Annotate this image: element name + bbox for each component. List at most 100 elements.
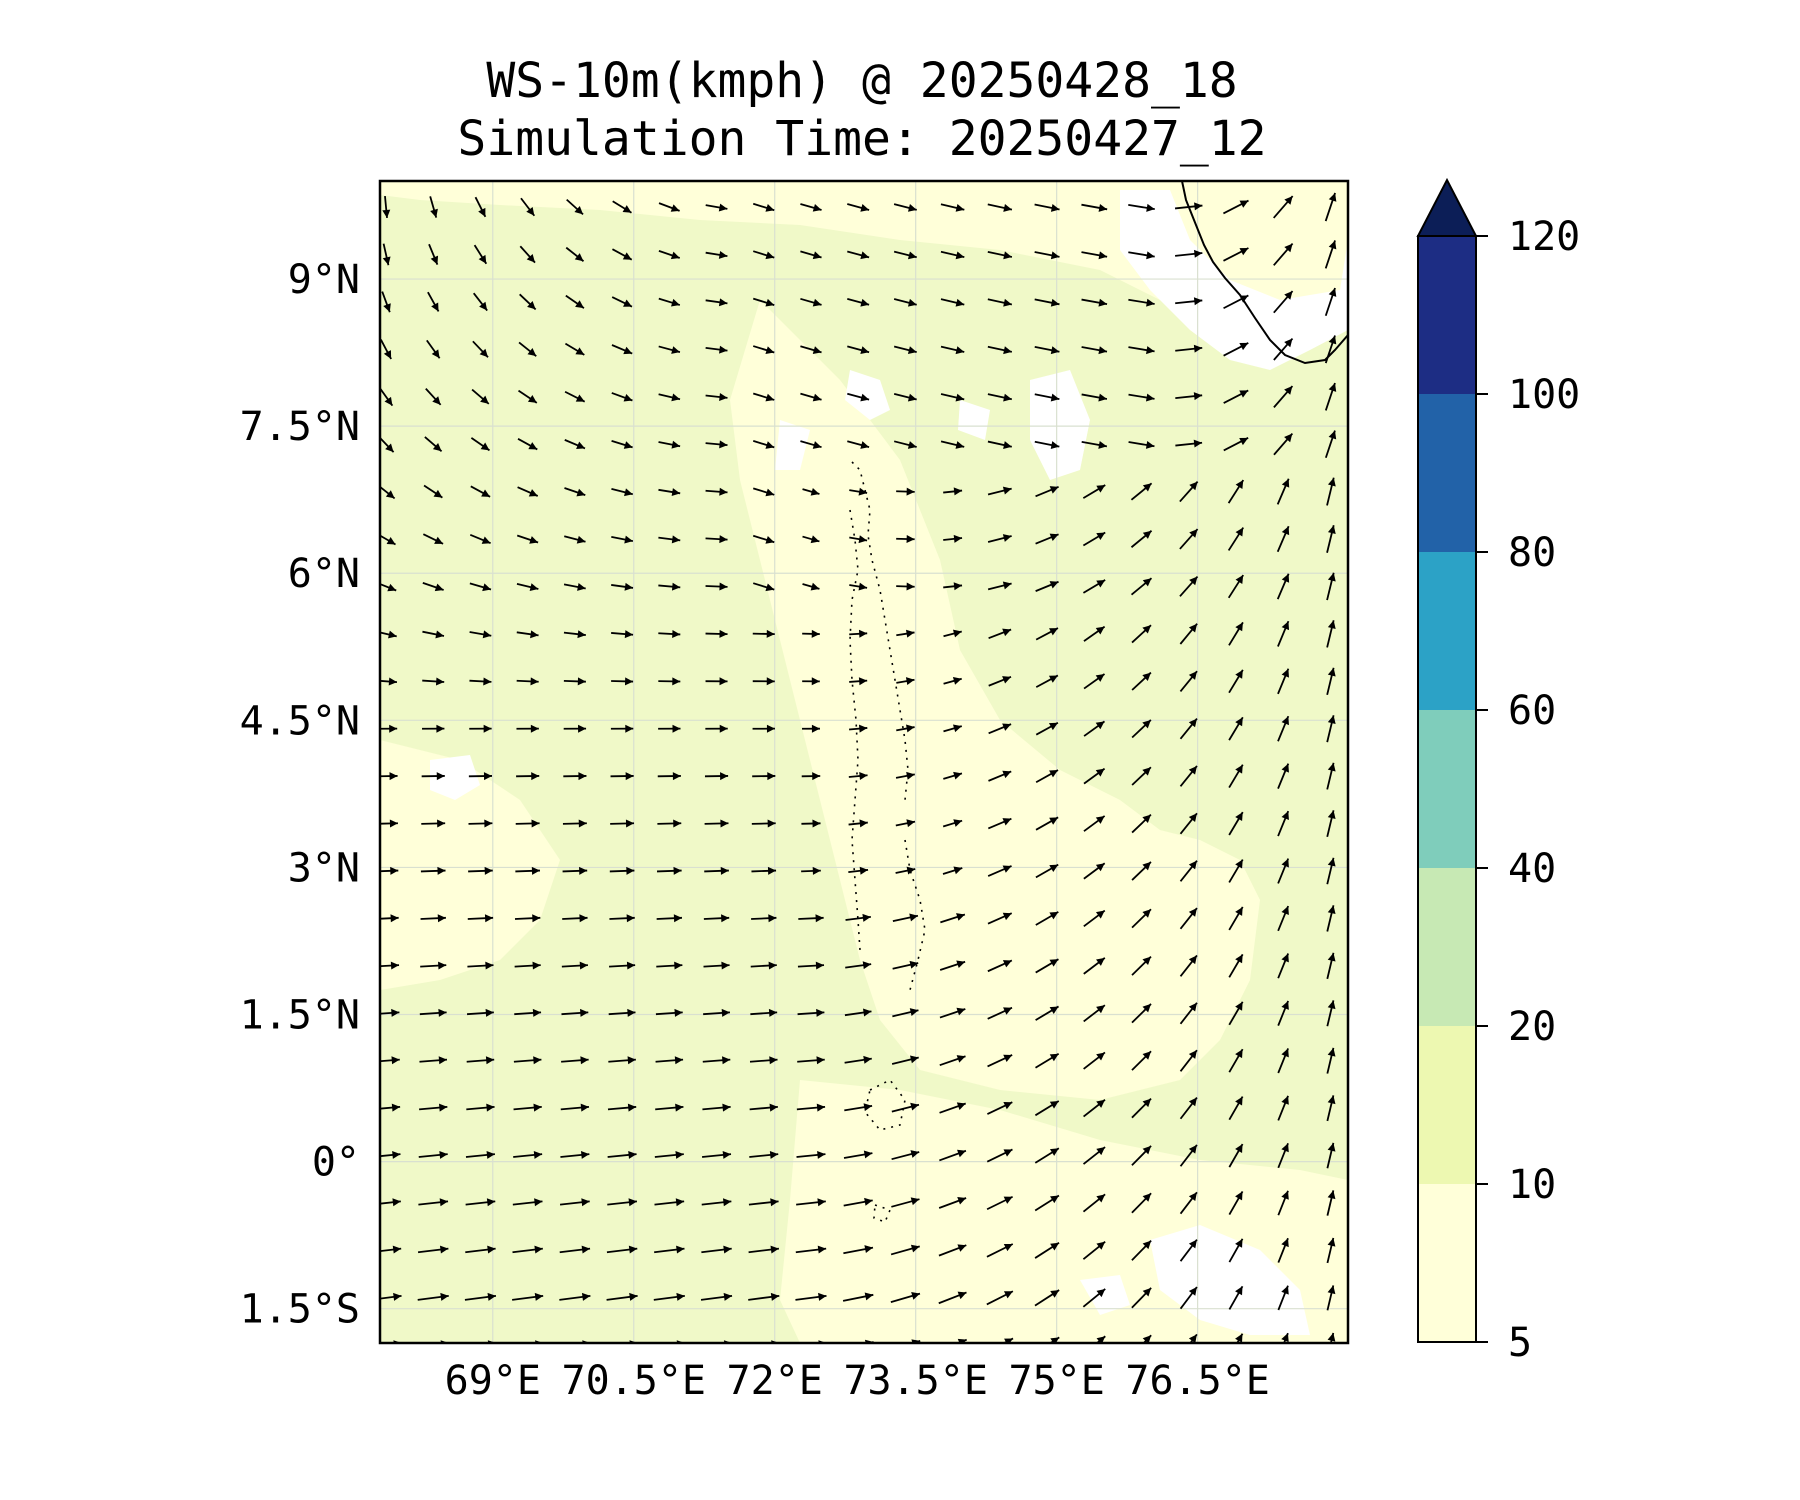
wind-arrow bbox=[847, 298, 870, 307]
wind-arrow bbox=[800, 392, 822, 402]
wind-arrow bbox=[749, 1056, 778, 1065]
wind-arrow bbox=[1273, 242, 1294, 266]
wind-arrow bbox=[1326, 620, 1336, 648]
wind-arrow bbox=[849, 582, 868, 591]
wind-arrow bbox=[1083, 673, 1106, 690]
wind-arrow bbox=[1223, 437, 1249, 452]
wind-arrow bbox=[940, 393, 965, 402]
wind-arrow bbox=[703, 961, 730, 970]
calm-region-north bbox=[380, 181, 1348, 330]
wind-arrow bbox=[380, 630, 397, 639]
wind-arrow bbox=[1324, 382, 1337, 411]
wind-arrow bbox=[421, 772, 445, 781]
wind-arrow bbox=[802, 629, 820, 638]
colorbar-frame bbox=[1417, 235, 1477, 1343]
wind-arrow bbox=[1131, 1192, 1152, 1214]
wind-arrow bbox=[516, 677, 539, 686]
wind-arrow bbox=[607, 1150, 637, 1159]
wind-arrow bbox=[1082, 1240, 1106, 1260]
wind-arrow bbox=[657, 772, 681, 781]
wind-arrow bbox=[893, 345, 917, 355]
wind-arrow bbox=[940, 250, 965, 260]
wind-arrow bbox=[1131, 861, 1152, 881]
wind-arrow bbox=[1034, 1242, 1060, 1259]
wind-arrow bbox=[848, 772, 868, 780]
wind-arrow bbox=[564, 439, 586, 450]
wind-arrow bbox=[1128, 441, 1155, 449]
wind-arrow bbox=[418, 1150, 448, 1159]
map-frame bbox=[378, 179, 1350, 1345]
wind-arrow bbox=[1227, 574, 1244, 599]
colorbar-segment-1 bbox=[1418, 1026, 1476, 1184]
wind-arrow bbox=[896, 677, 915, 686]
colorbar-segment-0 bbox=[1418, 1184, 1476, 1342]
wind-arrow bbox=[1034, 1147, 1060, 1164]
wind-arrow bbox=[611, 488, 633, 497]
wind-arrow bbox=[801, 772, 821, 781]
wind-arrow bbox=[1326, 762, 1336, 790]
wind-arrow bbox=[893, 203, 917, 212]
calm-zone-north-1 bbox=[1030, 370, 1090, 480]
wind-arrow bbox=[1131, 671, 1152, 691]
wind-arrow bbox=[1228, 621, 1244, 646]
wind-arrow bbox=[943, 724, 963, 733]
wind-arrow bbox=[845, 961, 872, 970]
wind-arrow bbox=[1277, 620, 1290, 647]
wind-arrow bbox=[1179, 812, 1198, 835]
wind-arrow bbox=[468, 866, 493, 875]
wind-arrow bbox=[1273, 290, 1294, 314]
wind-arrow bbox=[608, 1056, 636, 1065]
wind-arrow bbox=[796, 1150, 826, 1159]
lat-tick-label-6: 0° bbox=[312, 1140, 360, 1186]
wind-arrow bbox=[611, 392, 633, 402]
wind-arrow bbox=[513, 1150, 543, 1159]
wind-arrow bbox=[891, 1150, 920, 1161]
wind-arrow bbox=[563, 724, 587, 733]
wind-arrow bbox=[802, 677, 820, 686]
wind-arrow bbox=[1034, 1194, 1060, 1212]
wind-arrow bbox=[1035, 1005, 1060, 1021]
wind-arrow bbox=[380, 387, 394, 407]
wind-arrow bbox=[1228, 1190, 1244, 1216]
wind-arrow bbox=[751, 914, 777, 923]
wind-arrow bbox=[988, 723, 1012, 735]
wind-arrow bbox=[658, 393, 681, 402]
wind-arrow bbox=[1128, 393, 1155, 402]
wind-arrow bbox=[891, 1102, 920, 1113]
lat-tick-label-0: 9°N bbox=[288, 257, 360, 303]
wind-arrow bbox=[1035, 627, 1059, 641]
wind-arrow bbox=[464, 1292, 497, 1301]
wind-arrow bbox=[849, 724, 868, 733]
wind-arrow bbox=[705, 440, 728, 449]
wind-arrow bbox=[1131, 766, 1152, 786]
wind-arrow bbox=[987, 393, 1012, 402]
wind-arrow bbox=[465, 1198, 496, 1207]
wind-arrow bbox=[1083, 625, 1106, 642]
wind-arrow bbox=[752, 392, 775, 402]
wind-arrow bbox=[986, 1290, 1014, 1306]
wind-arrow bbox=[942, 819, 963, 828]
wind-arrow bbox=[1179, 765, 1198, 787]
wind-arrow bbox=[844, 1103, 873, 1112]
wind-arrow bbox=[380, 1198, 401, 1207]
wind-arrow bbox=[562, 914, 588, 923]
wind-arrow bbox=[943, 534, 963, 543]
wind-arrow bbox=[752, 772, 776, 781]
wind-arrow bbox=[608, 1008, 636, 1017]
wind-arrow bbox=[1131, 1097, 1152, 1119]
wind-arrow bbox=[658, 724, 681, 733]
wind-arrow bbox=[1128, 203, 1155, 212]
wind-arrow bbox=[380, 339, 392, 360]
wind-arrow bbox=[800, 250, 822, 260]
wind-arrow bbox=[1174, 202, 1203, 211]
wind-arrow bbox=[417, 1292, 449, 1301]
wind-arrow bbox=[1273, 337, 1294, 361]
wind-arrow bbox=[562, 819, 587, 828]
wind-arrow bbox=[1035, 863, 1059, 879]
colorbar-label-1: 10 bbox=[1508, 1162, 1556, 1208]
wind-arrow bbox=[847, 345, 870, 355]
wind-arrow bbox=[849, 629, 868, 638]
wind-arrow bbox=[752, 250, 775, 260]
wind-arrow bbox=[890, 1292, 921, 1303]
